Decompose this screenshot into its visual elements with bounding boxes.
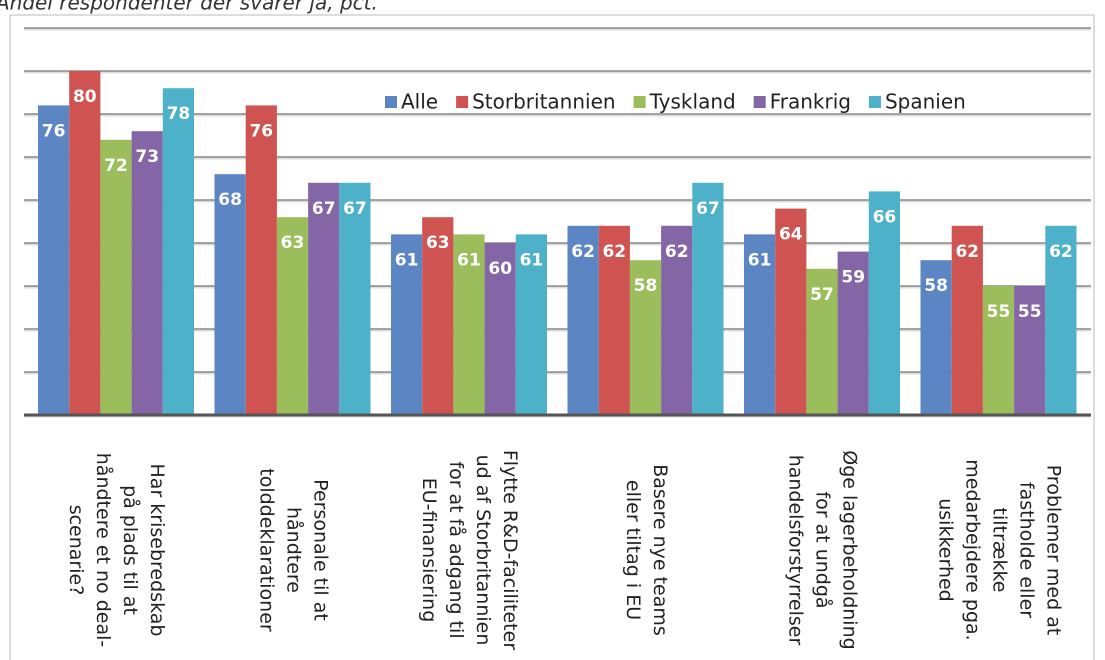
value-label: 61 [457, 250, 481, 270]
value-label: 68 [218, 190, 242, 210]
x-tick-label: Flytte R&D-faciliteter ud af Storbritann… [418, 449, 521, 651]
value-label: 60 [488, 259, 512, 279]
value-label: 62 [602, 242, 626, 262]
legend-swatch [633, 96, 646, 108]
value-label: 67 [343, 199, 367, 219]
value-label: 67 [696, 199, 720, 219]
legend-label: Tyskland [649, 90, 736, 114]
bar [629, 260, 662, 415]
legend-swatch [385, 96, 397, 108]
bar [308, 182, 340, 415]
x-tick-label: Personale til at håndtere tolddeklaratio… [255, 468, 331, 632]
bar [515, 234, 547, 415]
value-label: 62 [955, 242, 979, 262]
legend-swatch [868, 96, 881, 108]
value-label: 66 [873, 207, 897, 227]
bar [1045, 225, 1077, 415]
legend-label: Alle [401, 90, 438, 114]
bar [391, 234, 423, 415]
bar [69, 71, 101, 415]
bar [131, 131, 163, 415]
value-label: 62 [571, 242, 595, 262]
value-label: 73 [135, 147, 159, 167]
bar [567, 225, 599, 415]
value-label: 78 [167, 104, 191, 124]
value-label: 76 [249, 121, 273, 141]
bar [245, 105, 277, 416]
value-label: 80 [73, 87, 97, 107]
value-label: 63 [426, 233, 450, 253]
bar [38, 105, 70, 416]
x-tick-label: Har krisebredskab på plads til at håndte… [65, 452, 168, 648]
legend-swatch [753, 96, 766, 108]
bar [692, 182, 724, 415]
bar [744, 234, 776, 415]
bar [982, 286, 1015, 415]
value-label: 58 [634, 276, 658, 296]
legend-label: Storbritannien [472, 90, 615, 114]
legend-label: Frankrig [770, 90, 851, 114]
bar [951, 225, 983, 415]
bar [339, 182, 371, 415]
value-label: 62 [1049, 242, 1073, 262]
x-tick-label: Basere nye teams eller tiltag i EU [621, 464, 671, 636]
legend-swatch [456, 96, 469, 108]
bar [214, 174, 246, 415]
value-label: 61 [395, 250, 419, 270]
value-label: 58 [924, 276, 948, 296]
bar [453, 234, 485, 415]
bar [100, 139, 132, 416]
bar [868, 191, 900, 415]
bar [837, 251, 869, 415]
bar [775, 208, 807, 415]
value-label: 55 [987, 302, 1011, 322]
bar [598, 225, 630, 415]
value-label: 59 [841, 268, 865, 288]
value-label: 72 [104, 156, 128, 176]
bar [162, 88, 194, 415]
value-label: 62 [665, 242, 689, 262]
value-label: 57 [810, 285, 834, 305]
legend-label: Spanien [885, 90, 966, 114]
subtitle: Andel respondenter der svarer ja, pct. [0, 0, 378, 15]
value-label: 64 [779, 225, 803, 245]
bar [661, 225, 693, 415]
value-label: 61 [748, 250, 772, 270]
x-tick-label: Øge lagerbeholdning for at undgå handels… [784, 450, 861, 650]
bar [276, 217, 309, 415]
value-label: 61 [520, 250, 544, 270]
bar [920, 260, 952, 415]
bar [1014, 286, 1046, 415]
value-label: 55 [1018, 302, 1042, 322]
value-label: 63 [281, 233, 305, 253]
bar [806, 268, 838, 415]
x-tick-label: Problemer med at fastholde eller tiltræk… [934, 459, 1064, 641]
value-label: 76 [42, 121, 66, 141]
value-label: 67 [312, 199, 336, 219]
bar [484, 243, 516, 415]
bar [422, 217, 454, 415]
